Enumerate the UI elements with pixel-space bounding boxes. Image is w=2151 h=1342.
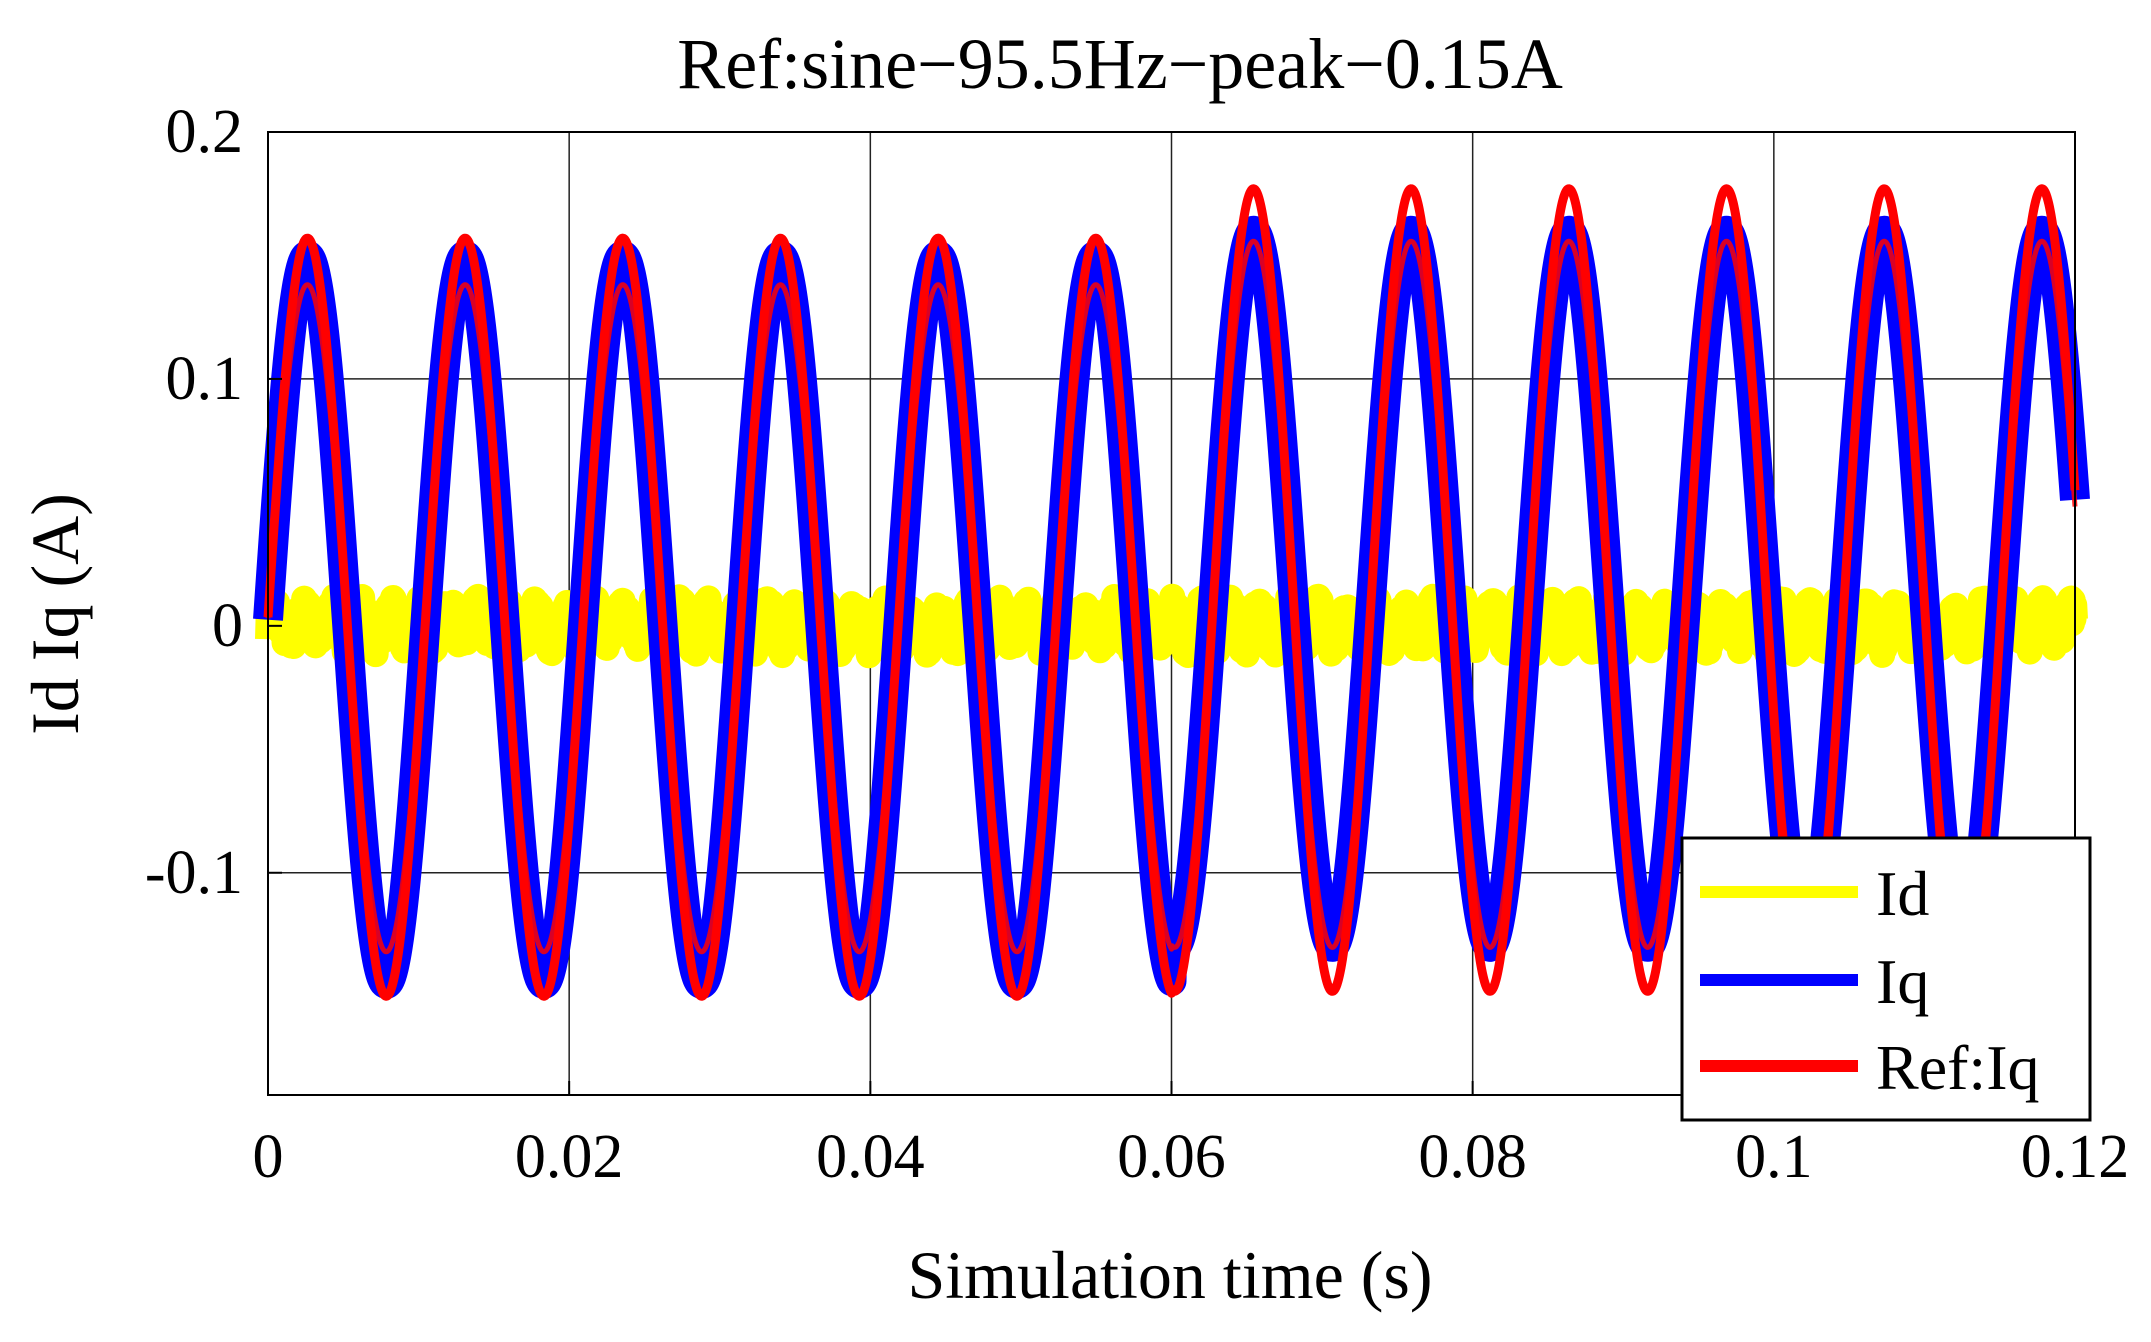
y-tick-label: 0 [212,592,243,660]
x-tick-label: 0.04 [816,1123,925,1191]
legend-label-ref-iq: Ref:Iq [1876,1032,2040,1103]
series-id-line [255,583,2088,669]
x-tick-label: 0.1 [1735,1123,1813,1191]
y-tick-label: 0.2 [166,98,244,166]
x-tick-label: 0.08 [1418,1123,1527,1191]
x-tick-label: 0 [253,1123,284,1191]
x-axis-label: Simulation time (s) [907,1237,1432,1313]
legend-label-id: Id [1876,858,1929,929]
chart-title: Ref:sine−95.5Hz−peak−0.15A [677,24,1563,104]
legend: Id Iq Ref:Iq [1680,836,2092,1122]
tick-layer: 0 0.02 0.04 0.06 0.08 0.1 0.12 -0.1 0 0.1 0.2 [145,98,2129,1191]
data-layer [253,184,2090,1001]
y-tick-label: -0.1 [145,839,243,907]
x-tick-label: 0.06 [1117,1123,1226,1191]
y-tick-label: 0.1 [166,345,244,413]
series-ref-iq-inner-line [265,238,2078,955]
legend-label-iq: Iq [1876,946,1929,1017]
x-tick-label: 0.12 [2021,1123,2130,1191]
y-axis-label: Id Iq (A) [17,493,93,735]
x-tick-label: 0.02 [515,1123,624,1191]
